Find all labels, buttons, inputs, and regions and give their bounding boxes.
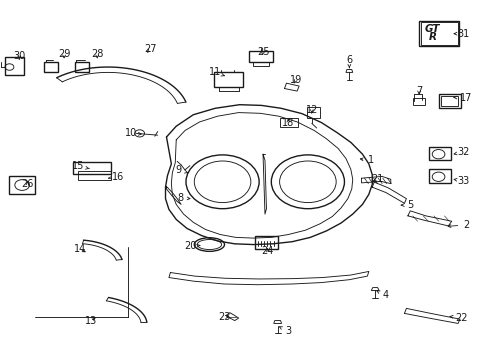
Bar — [440, 96, 457, 106]
Bar — [412, 98, 424, 105]
Text: 13: 13 — [84, 316, 97, 325]
Text: 6: 6 — [346, 55, 352, 68]
Text: 12: 12 — [305, 105, 317, 115]
Text: 2: 2 — [447, 220, 468, 230]
Text: 25: 25 — [256, 46, 269, 57]
Bar — [306, 107, 319, 118]
Text: 10: 10 — [125, 129, 141, 138]
Bar — [249, 51, 272, 62]
Text: 3: 3 — [279, 326, 291, 336]
Text: 27: 27 — [144, 44, 157, 54]
Text: 5: 5 — [401, 200, 412, 210]
Text: 31: 31 — [453, 29, 469, 39]
Bar — [9, 176, 35, 194]
Text: 14: 14 — [73, 244, 85, 254]
Text: 16: 16 — [108, 172, 123, 182]
Text: 26: 26 — [21, 179, 34, 189]
Bar — [255, 236, 277, 249]
Bar — [428, 169, 450, 183]
Bar — [420, 22, 457, 45]
Text: 1: 1 — [360, 155, 374, 165]
Bar — [279, 118, 298, 127]
Bar — [75, 62, 89, 72]
Text: 21: 21 — [370, 174, 383, 184]
Bar — [438, 94, 460, 108]
Text: 20: 20 — [184, 241, 200, 251]
Text: 30: 30 — [13, 51, 25, 61]
Bar — [78, 171, 111, 180]
Text: 23: 23 — [217, 312, 230, 322]
Text: R: R — [428, 32, 436, 42]
Text: 29: 29 — [58, 49, 70, 59]
Text: 24: 24 — [261, 246, 274, 256]
Bar — [428, 147, 450, 160]
Bar — [253, 62, 268, 66]
Text: 4: 4 — [376, 291, 388, 301]
Bar — [214, 72, 242, 87]
Text: 19: 19 — [289, 75, 301, 85]
Text: 11: 11 — [209, 67, 224, 77]
Text: 17: 17 — [453, 93, 471, 103]
Text: 7: 7 — [415, 86, 421, 96]
Text: 18: 18 — [282, 118, 294, 128]
Text: 9: 9 — [175, 165, 187, 175]
Bar — [4, 57, 24, 75]
Bar — [73, 162, 111, 174]
Text: 8: 8 — [177, 193, 189, 203]
Text: 32: 32 — [453, 147, 469, 157]
Text: 33: 33 — [453, 176, 469, 186]
Text: 15: 15 — [71, 161, 89, 171]
Text: 22: 22 — [449, 313, 467, 323]
Text: GT: GT — [424, 24, 440, 34]
Bar — [418, 21, 458, 45]
Text: 28: 28 — [91, 49, 103, 59]
Bar — [43, 62, 58, 72]
